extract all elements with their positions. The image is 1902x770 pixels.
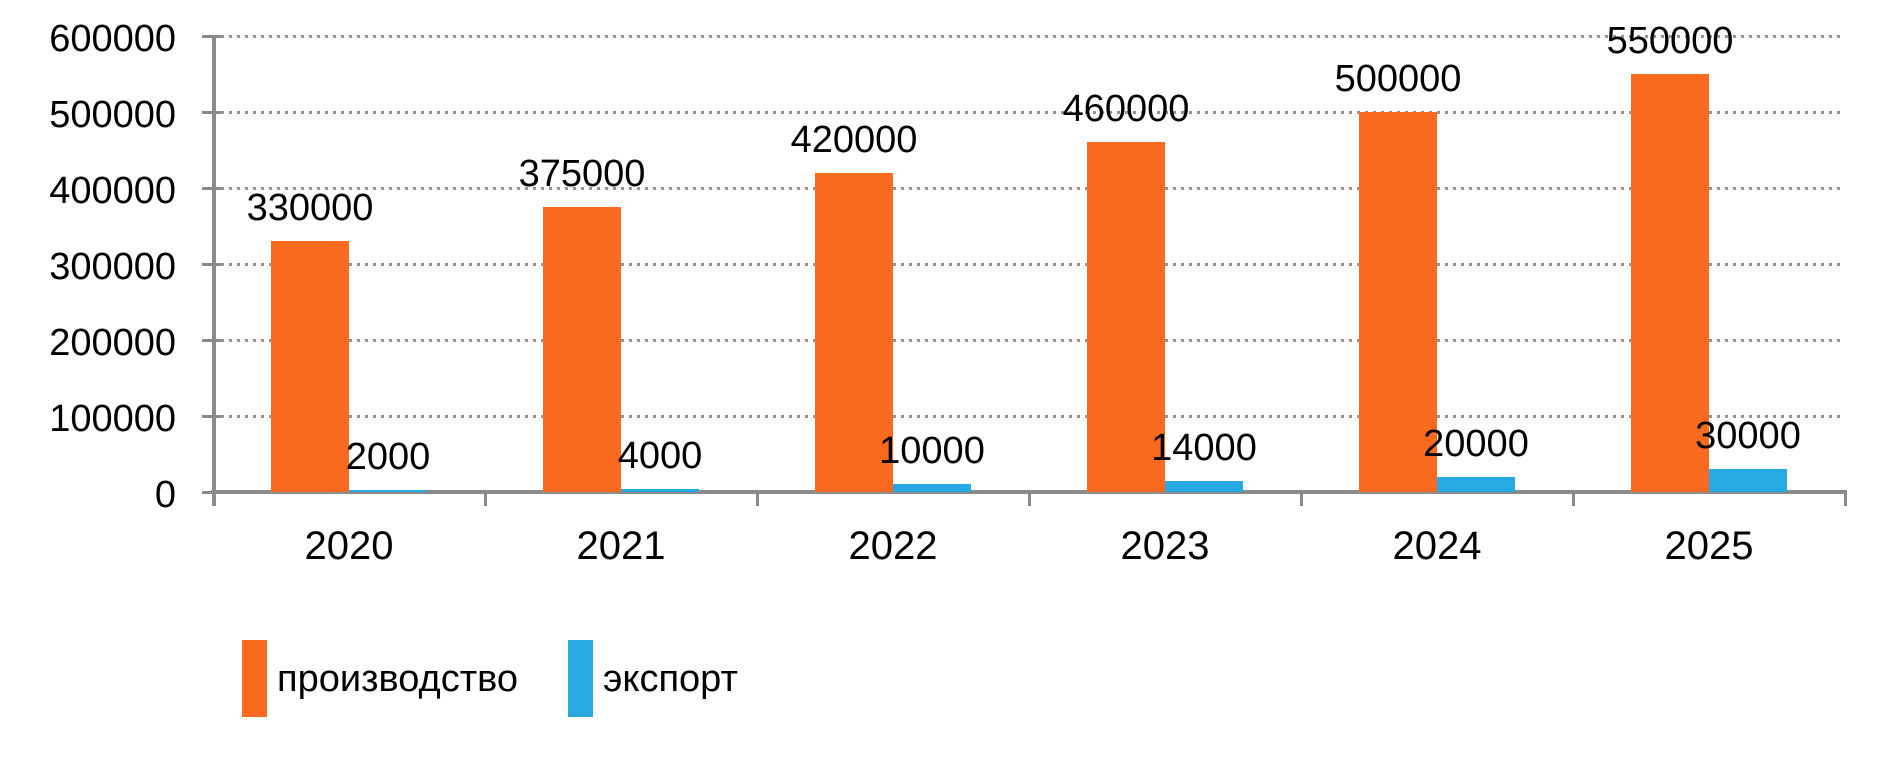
x-axis-tick (483, 492, 487, 506)
y-axis-tick-label: 400000 (49, 170, 176, 212)
value-label: 30000 (1695, 415, 1801, 458)
value-label: 420000 (790, 118, 918, 161)
bar (271, 241, 349, 492)
value-label: 4000 (617, 434, 703, 477)
x-axis-tick (1027, 492, 1031, 506)
gridline (213, 34, 1845, 38)
value-label: 550000 (1606, 20, 1734, 62)
y-axis-tick-label: 100000 (49, 398, 176, 440)
bar (543, 207, 621, 492)
legend-item: экспорт (568, 640, 738, 717)
legend-label: экспорт (603, 657, 738, 700)
legend-item: производство (242, 640, 518, 717)
y-axis-tick (202, 414, 221, 418)
value-label: 330000 (246, 187, 374, 230)
legend-swatch-export (568, 640, 594, 717)
gridline (213, 262, 1845, 266)
value-label: 10000 (879, 430, 985, 473)
x-axis-tick (1571, 492, 1575, 506)
value-label: 500000 (1334, 58, 1462, 100)
value-label: 2000 (345, 436, 431, 479)
bar (1087, 142, 1165, 492)
x-axis-category-label: 2022 (848, 524, 938, 568)
y-axis-tick (202, 110, 221, 114)
bar (1359, 112, 1437, 492)
gridline (213, 414, 1845, 418)
bar (1437, 476, 1515, 492)
legend-swatch-production (242, 640, 267, 717)
gridline (213, 186, 1845, 190)
y-axis-tick-label: 600000 (49, 18, 176, 60)
bar (1709, 469, 1787, 492)
y-axis-tick (202, 262, 221, 266)
bar (893, 484, 971, 492)
x-axis-category-label: 2023 (1120, 524, 1210, 568)
y-axis-tick-label: 200000 (49, 322, 176, 364)
value-label: 14000 (1151, 427, 1257, 470)
legend: производство экспорт (242, 640, 738, 717)
x-axis-tick (211, 492, 215, 506)
bar (621, 488, 699, 492)
value-label: 375000 (518, 153, 646, 195)
value-label: 20000 (1423, 422, 1529, 465)
y-axis-tick (202, 338, 221, 342)
bar (1165, 481, 1243, 492)
x-axis-tick (1843, 492, 1847, 506)
x-axis-tick (755, 492, 759, 506)
x-axis-category-label: 2025 (1664, 524, 1754, 568)
y-axis-tick (202, 34, 221, 38)
bar (349, 490, 427, 492)
y-axis-tick-label: 0 (154, 474, 176, 516)
x-axis-tick (1299, 492, 1303, 506)
y-axis-tick-label: 500000 (49, 94, 176, 136)
y-axis-tick-label: 300000 (49, 246, 176, 288)
y-axis-line (212, 36, 216, 506)
x-axis-category-label: 2021 (576, 524, 666, 568)
bar (1631, 74, 1709, 492)
gridline (213, 110, 1845, 114)
gridline (213, 338, 1845, 342)
x-axis-category-label: 2020 (304, 524, 394, 568)
legend-label: производство (277, 657, 519, 700)
value-label: 460000 (1062, 88, 1190, 131)
y-axis-tick (202, 186, 221, 190)
x-axis-category-label: 2024 (1392, 524, 1482, 568)
bar (815, 172, 893, 492)
